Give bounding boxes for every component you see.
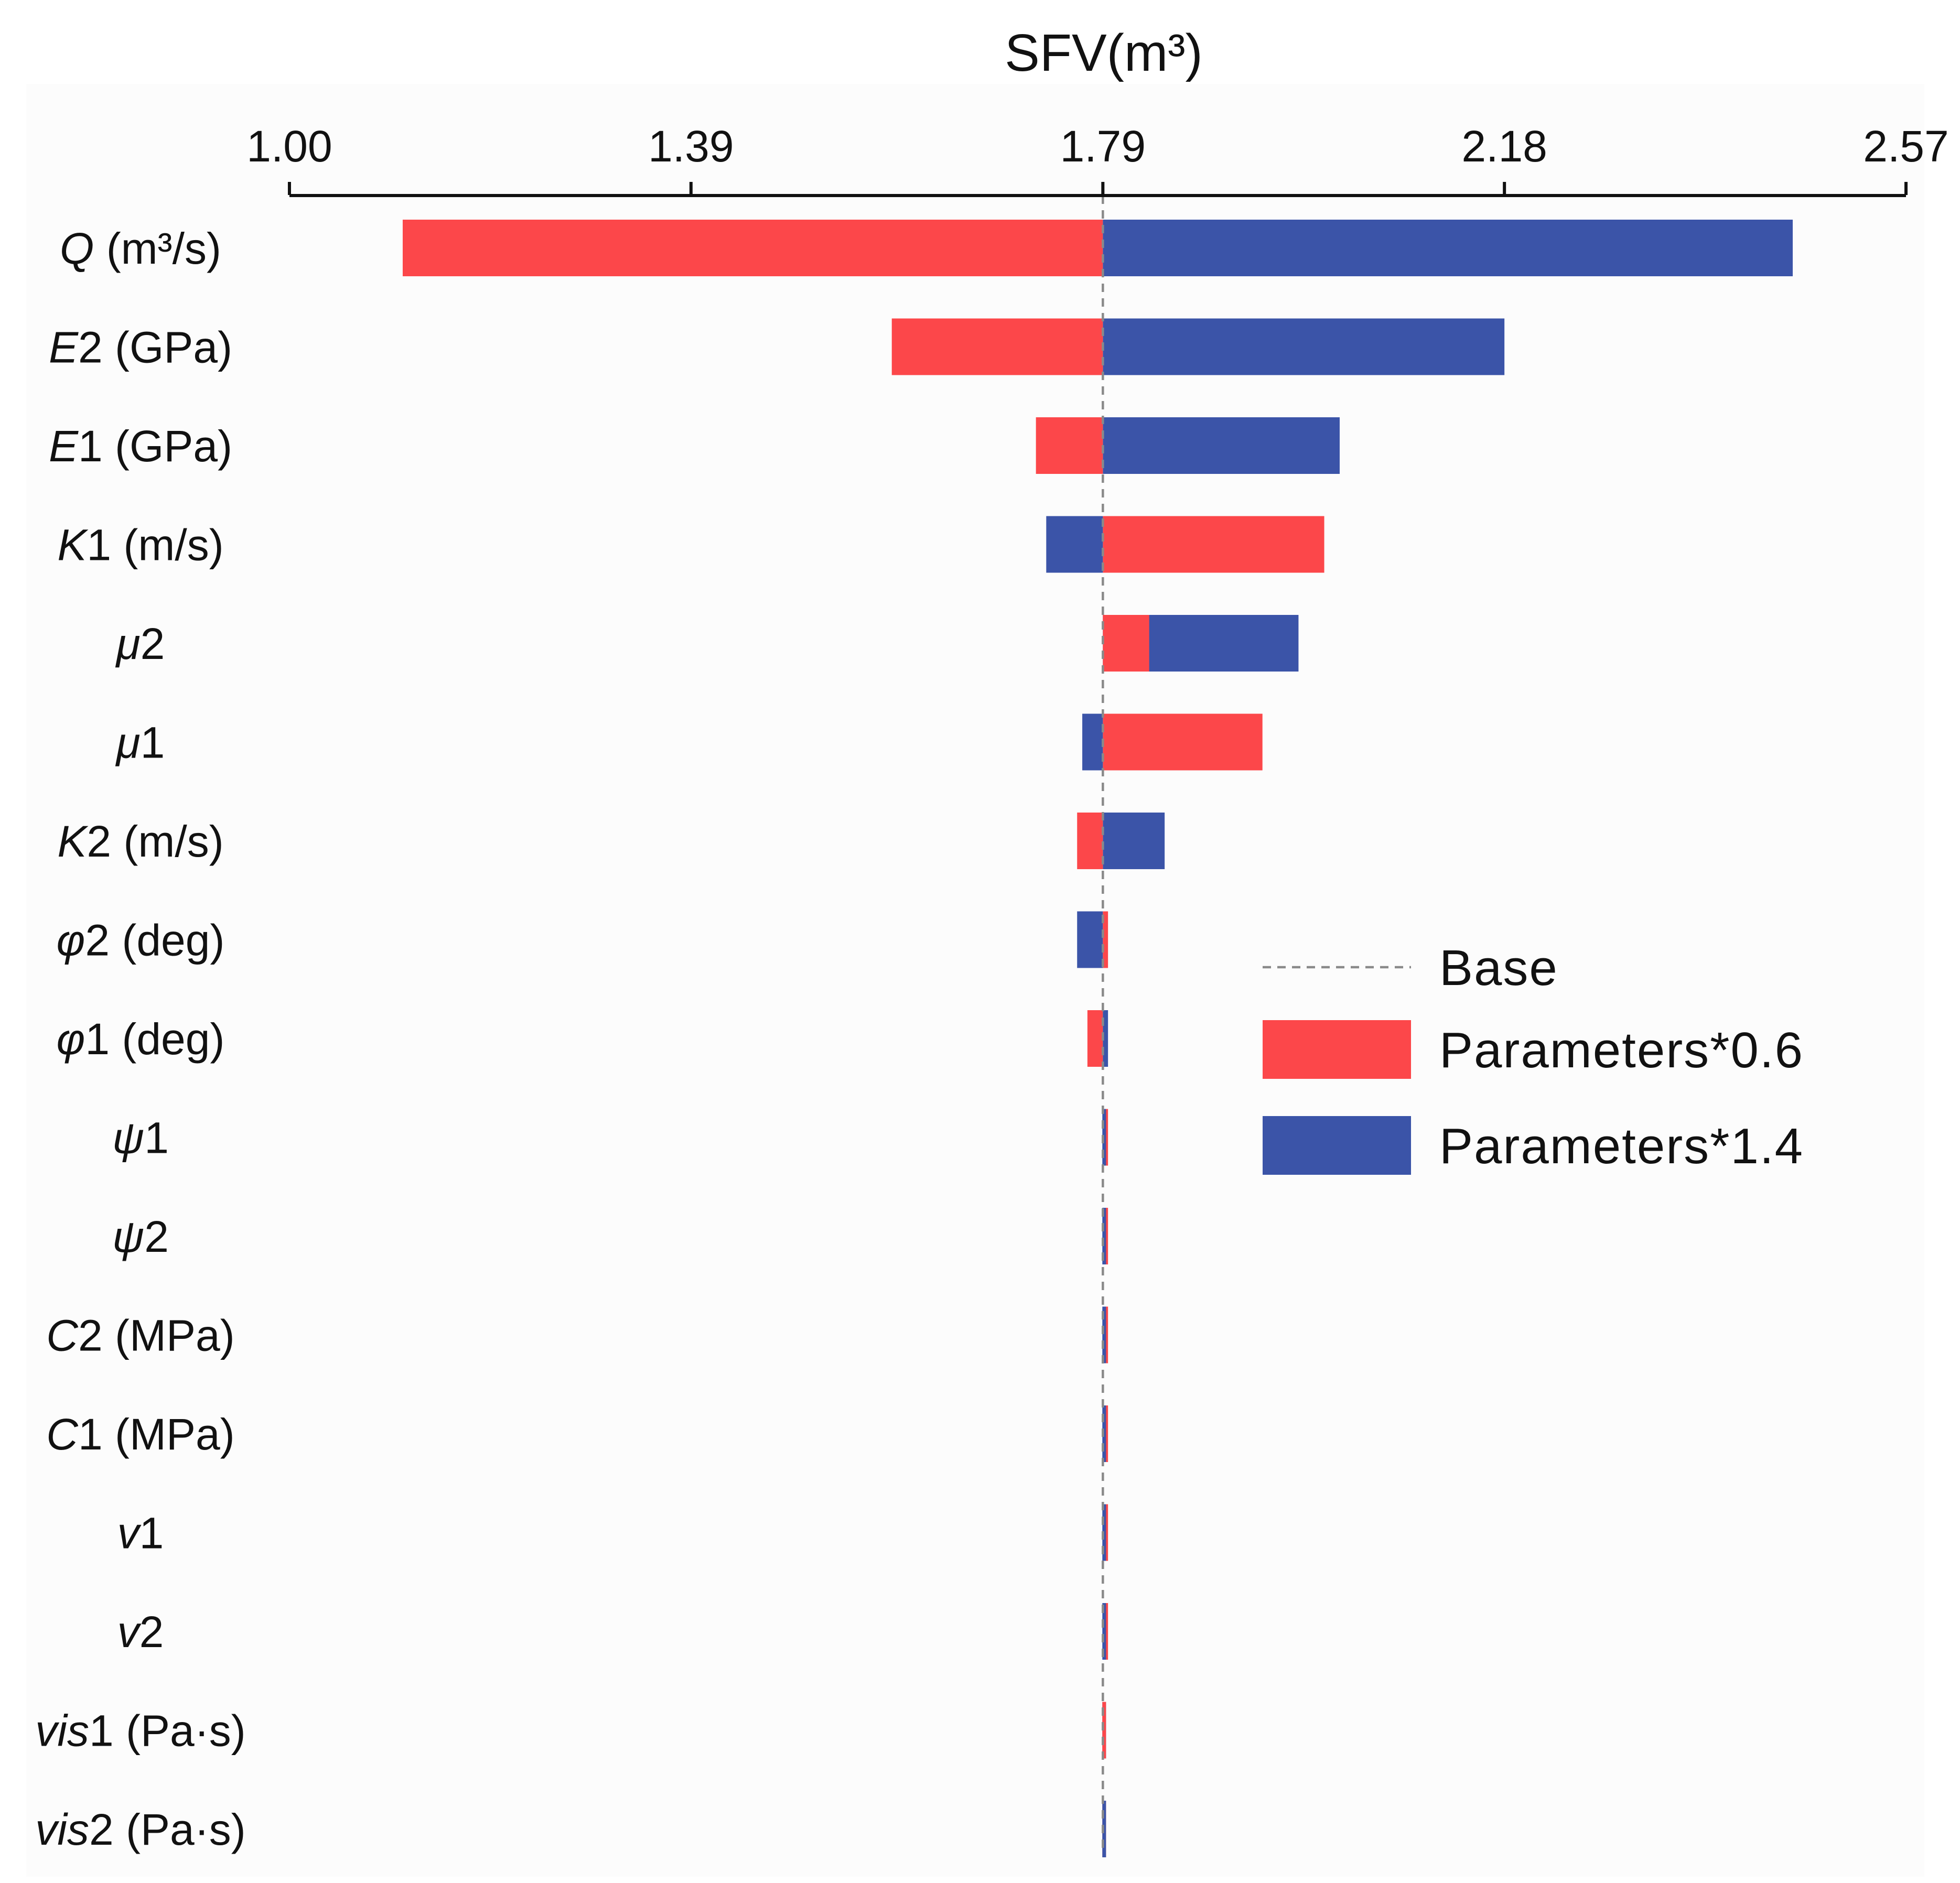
category-symbol: C: [46, 1311, 79, 1360]
bar-params-0.6-mu1: [1103, 713, 1263, 771]
category-suffix: 2 (MPa): [78, 1311, 235, 1360]
category-suffix: 1: [139, 1509, 164, 1558]
bar-params-1.4-E2: [1103, 318, 1505, 375]
category-label-K1: K1 (m/s): [57, 521, 223, 570]
category-symbol: E: [49, 421, 79, 471]
category-label-K2: K2 (m/s): [57, 817, 223, 866]
legend-swatch-2: [1263, 1116, 1411, 1175]
plot-background: [26, 84, 1924, 1877]
category-suffix: 1 (Pa·s): [89, 1706, 246, 1756]
legend-label-2: Parameters*1.4: [1439, 1118, 1804, 1174]
category-symbol: μ: [115, 718, 141, 767]
category-suffix: 2 (GPa): [78, 323, 232, 372]
category-symbol: ψ: [112, 1113, 144, 1163]
category-suffix: 2 (deg): [85, 916, 224, 965]
bar-params-0.6-E2: [891, 318, 1103, 375]
category-suffix: 1 (GPa): [78, 421, 232, 471]
category-suffix: 1 (MPa): [78, 1410, 235, 1459]
bar-params-1.4-psi1: [1102, 1109, 1106, 1166]
bar-params-0.6-vis1: [1102, 1702, 1106, 1759]
bar-params-0.6-phi1: [1087, 1010, 1103, 1067]
category-label-E1: E1 (GPa): [49, 421, 232, 471]
category-symbol: μ: [115, 619, 141, 668]
category-label-v2: v2: [117, 1607, 164, 1657]
bar-params-0.6-mu2: [1103, 615, 1149, 672]
category-symbol: v: [117, 1607, 142, 1657]
bar-params-1.4-K1: [1046, 516, 1103, 573]
category-label-vis2: vis2 (Pa·s): [35, 1805, 245, 1854]
category-suffix: (m³/s): [94, 224, 221, 273]
category-label-phi2: φ2 (deg): [57, 916, 225, 965]
category-label-psi2: ψ2: [112, 1212, 169, 1261]
x-tick-label: 1.00: [246, 122, 332, 171]
category-symbol: φ: [57, 1014, 85, 1064]
bar-params-0.6-Q: [403, 220, 1103, 276]
bar-params-0.6-K1: [1103, 516, 1324, 573]
category-symbol: C: [46, 1410, 79, 1459]
bar-params-1.4-mu1: [1082, 713, 1103, 771]
bar-params-1.4-vis2: [1102, 1801, 1106, 1857]
category-label-phi1: φ1 (deg): [57, 1014, 225, 1064]
category-label-C1: C1 (MPa): [46, 1410, 234, 1459]
category-label-v1: v1: [117, 1509, 164, 1558]
legend-label-1: Parameters*0.6: [1439, 1022, 1804, 1078]
bar-params-1.4-psi2: [1102, 1208, 1106, 1264]
bar-params-1.4-phi2: [1077, 911, 1103, 968]
bar-params-0.6-phi2: [1103, 911, 1108, 968]
category-label-E2: E2 (GPa): [49, 323, 232, 372]
category-symbol: K: [57, 521, 89, 570]
bar-params-1.4-v1: [1102, 1504, 1106, 1561]
category-symbol: Q: [60, 224, 94, 273]
bar-params-1.4-Q: [1103, 220, 1793, 276]
category-symbol: v: [117, 1509, 142, 1558]
category-label-mu2: μ2: [115, 619, 165, 668]
category-label-Q: Q (m³/s): [60, 224, 221, 273]
category-symbol: φ: [57, 916, 85, 965]
bar-params-1.4-C1: [1102, 1405, 1106, 1462]
category-suffix: 1: [144, 1113, 169, 1163]
category-suffix: 2 (m/s): [87, 817, 223, 866]
bar-params-0.6-E1: [1036, 417, 1103, 474]
bars-group: [403, 196, 1793, 1857]
chart-title: SFV(m³): [1005, 24, 1203, 82]
category-suffix: 2: [144, 1212, 169, 1261]
category-suffix: 1 (deg): [85, 1014, 224, 1064]
category-suffix: 2 (Pa·s): [89, 1805, 246, 1854]
bar-params-1.4-v2: [1102, 1603, 1106, 1660]
x-tick-label: 1.79: [1060, 122, 1146, 171]
category-label-C2: C2 (MPa): [46, 1311, 234, 1360]
category-label-mu1: μ1: [115, 718, 165, 767]
category-suffix: 2: [139, 1607, 164, 1657]
category-suffix: 1 (m/s): [87, 521, 223, 570]
bar-params-1.4-K2: [1103, 813, 1165, 869]
bar-params-1.4-phi1: [1103, 1010, 1108, 1067]
category-symbol: K: [57, 817, 89, 866]
category-label-psi1: ψ1: [112, 1113, 169, 1163]
category-suffix: 2: [141, 619, 165, 668]
x-tick-label: 2.18: [1461, 122, 1547, 171]
x-tick-label: 1.39: [648, 122, 734, 171]
legend: Base Parameters*0.6 Parameters*1.4: [1263, 940, 1804, 1175]
category-symbol: vis: [35, 1706, 89, 1756]
category-label-vis1: vis1 (Pa·s): [35, 1706, 245, 1756]
bar-params-1.4-E1: [1103, 417, 1340, 474]
category-symbol: E: [49, 323, 79, 372]
category-suffix: 1: [141, 718, 165, 767]
category-symbol: vis: [35, 1805, 89, 1854]
legend-label-0: Base: [1439, 940, 1558, 996]
bar-params-1.4-C2: [1102, 1306, 1106, 1363]
x-tick-label: 2.57: [1863, 122, 1949, 171]
bar-params-0.6-K2: [1077, 813, 1103, 869]
category-symbol: ψ: [112, 1212, 144, 1261]
legend-swatch-1: [1263, 1020, 1411, 1079]
x-axis: 1.00 1.39 1.79 2.18 2.57: [246, 122, 1949, 197]
